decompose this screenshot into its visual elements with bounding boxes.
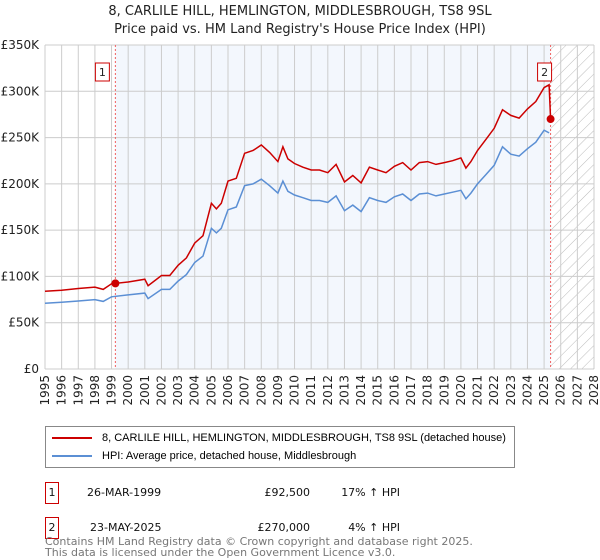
sale-label-box xyxy=(94,62,110,82)
transaction-badge: 2 xyxy=(45,517,59,539)
legend-label-property: 8, CARLILE HILL, HEMLINGTON, MIDDLESBROU… xyxy=(102,432,506,444)
property-price-line xyxy=(44,83,552,292)
x-tick-label: 2004 xyxy=(188,375,202,406)
x-tick-label: 2012 xyxy=(321,375,335,406)
x-tick-label: 2013 xyxy=(337,375,351,406)
transaction-hpi: 17% ↑ HPI xyxy=(341,486,400,499)
x-tick-label: 2021 xyxy=(471,375,485,406)
x-tick-label: 2000 xyxy=(121,375,135,406)
y-tick-label: £250K xyxy=(1,131,41,145)
x-tick-label: 2024 xyxy=(520,375,534,406)
legend: 8, CARLILE HILL, HEMLINGTON, MIDDLESBROU… xyxy=(45,426,515,468)
chart-subtitle: Price paid vs. HM Land Registry's House … xyxy=(114,22,486,37)
chart-title: 8, CARLILE HILL, HEMLINGTON, MIDDLESBROU… xyxy=(108,4,492,19)
x-tick-label: 2003 xyxy=(171,375,185,406)
y-tick-label: £100K xyxy=(1,269,41,283)
x-tick-label: 2023 xyxy=(504,375,518,406)
x-tick-label: 2007 xyxy=(238,375,252,406)
x-tick-label: 1995 xyxy=(38,375,52,406)
x-tick-label: 1999 xyxy=(105,375,119,406)
y-tick-label: £200K xyxy=(1,177,41,191)
x-tick-label: 2027 xyxy=(570,375,584,406)
x-tick-label: 2018 xyxy=(421,375,435,406)
hpi-line xyxy=(44,129,550,305)
sale-label: 1 xyxy=(99,66,106,79)
x-tick-label: 2019 xyxy=(437,375,451,406)
sale-point xyxy=(111,279,120,288)
legend-swatch-hpi xyxy=(52,455,92,457)
y-tick-label: £300K xyxy=(1,84,41,98)
transaction-badge: 1 xyxy=(45,482,59,504)
x-tick-label: 2022 xyxy=(487,375,501,406)
x-tick-label: 1997 xyxy=(71,375,85,406)
transaction-date: 26-MAR-1999 xyxy=(87,486,162,499)
sale-point xyxy=(546,115,555,124)
plot-area: 1995 1996 1997 1998 1999 2000 2001 2002 2003 2004… xyxy=(1,38,600,406)
y-tick-label: £350K xyxy=(1,38,41,52)
sale-period-shading xyxy=(115,45,551,369)
y-tick-label: £150K xyxy=(1,223,41,237)
x-tick-label: 2015 xyxy=(371,375,385,406)
transaction-price: £270,000 xyxy=(257,521,311,534)
footer: Contains HM Land Registry data © Crown c… xyxy=(45,536,473,558)
transaction-hpi: 4% ↑ HPI xyxy=(348,521,400,534)
transaction-date: 23-MAY-2025 xyxy=(90,521,162,534)
x-tick-label: 2008 xyxy=(254,375,268,406)
footer-copyright: Contains HM Land Registry data © Crown c… xyxy=(45,535,473,548)
legend-label-hpi: HPI: Average price, detached house, Midd… xyxy=(102,450,357,462)
sale-label-box xyxy=(537,62,553,82)
x-tick-label: 2028 xyxy=(587,375,600,406)
x-tick-label: 2014 xyxy=(354,375,368,406)
x-tick-label: 2016 xyxy=(387,375,401,406)
x-tick-label: 2017 xyxy=(404,375,418,406)
x-tick-label: 1998 xyxy=(88,375,102,406)
x-tick-label: 2011 xyxy=(304,375,318,406)
y-tick-label: £50K xyxy=(8,316,40,330)
x-tick-label: 2001 xyxy=(138,375,152,406)
sale-label: 2 xyxy=(541,66,548,79)
x-tick-label: 2009 xyxy=(271,375,285,406)
x-tick-label: 2010 xyxy=(288,375,302,406)
x-tick-label: 2025 xyxy=(537,375,551,406)
x-tick-label: 2002 xyxy=(154,375,168,406)
transaction-price: £92,500 xyxy=(264,486,311,499)
x-tick-label: 2006 xyxy=(221,375,235,406)
y-tick-label: £0 xyxy=(24,362,39,376)
x-tick-label: 1996 xyxy=(55,375,69,406)
x-tick-label: 2026 xyxy=(554,375,568,406)
x-tick-label: 2020 xyxy=(454,375,468,406)
footer-licence: This data is licensed under the Open Gov… xyxy=(45,546,396,559)
future-hatch xyxy=(550,45,594,369)
x-tick-label: 2005 xyxy=(204,375,218,406)
legend-swatch-property xyxy=(52,437,92,439)
